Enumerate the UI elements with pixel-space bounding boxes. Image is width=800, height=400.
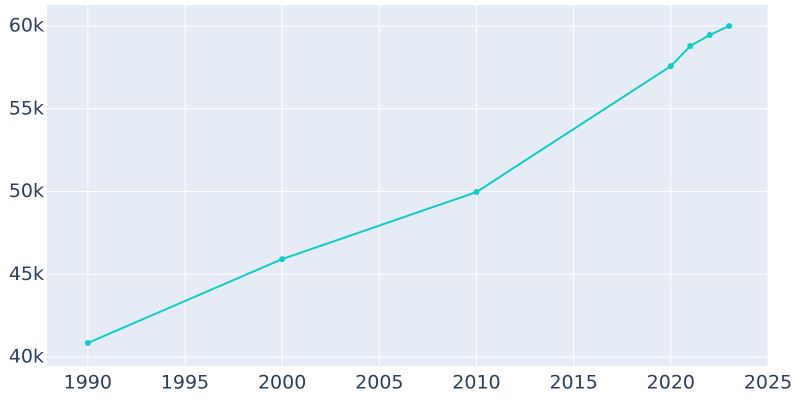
point <box>473 189 480 196</box>
x-tick-label: 2020 <box>647 372 695 394</box>
x-tick-label: 2000 <box>258 372 306 394</box>
point <box>279 256 286 263</box>
x-tick-label: 1995 <box>161 372 209 394</box>
point <box>667 63 674 70</box>
y-tick-label: 60k <box>9 15 44 37</box>
point <box>84 339 91 346</box>
plot-area <box>47 5 768 366</box>
y-tick-label: 45k <box>9 263 44 285</box>
y-tick-label: 50k <box>9 180 44 202</box>
point <box>706 31 713 38</box>
x-tick-label: 2005 <box>355 372 403 394</box>
x-tick-label: 2025 <box>744 372 792 394</box>
x-tick-label: 2015 <box>549 372 597 394</box>
x-tick-label: 1990 <box>64 372 112 394</box>
point <box>687 43 694 50</box>
y-tick-label: 40k <box>9 346 44 368</box>
y-tick-label: 55k <box>9 97 44 119</box>
point <box>726 23 733 30</box>
x-tick-label: 2010 <box>452 372 500 394</box>
